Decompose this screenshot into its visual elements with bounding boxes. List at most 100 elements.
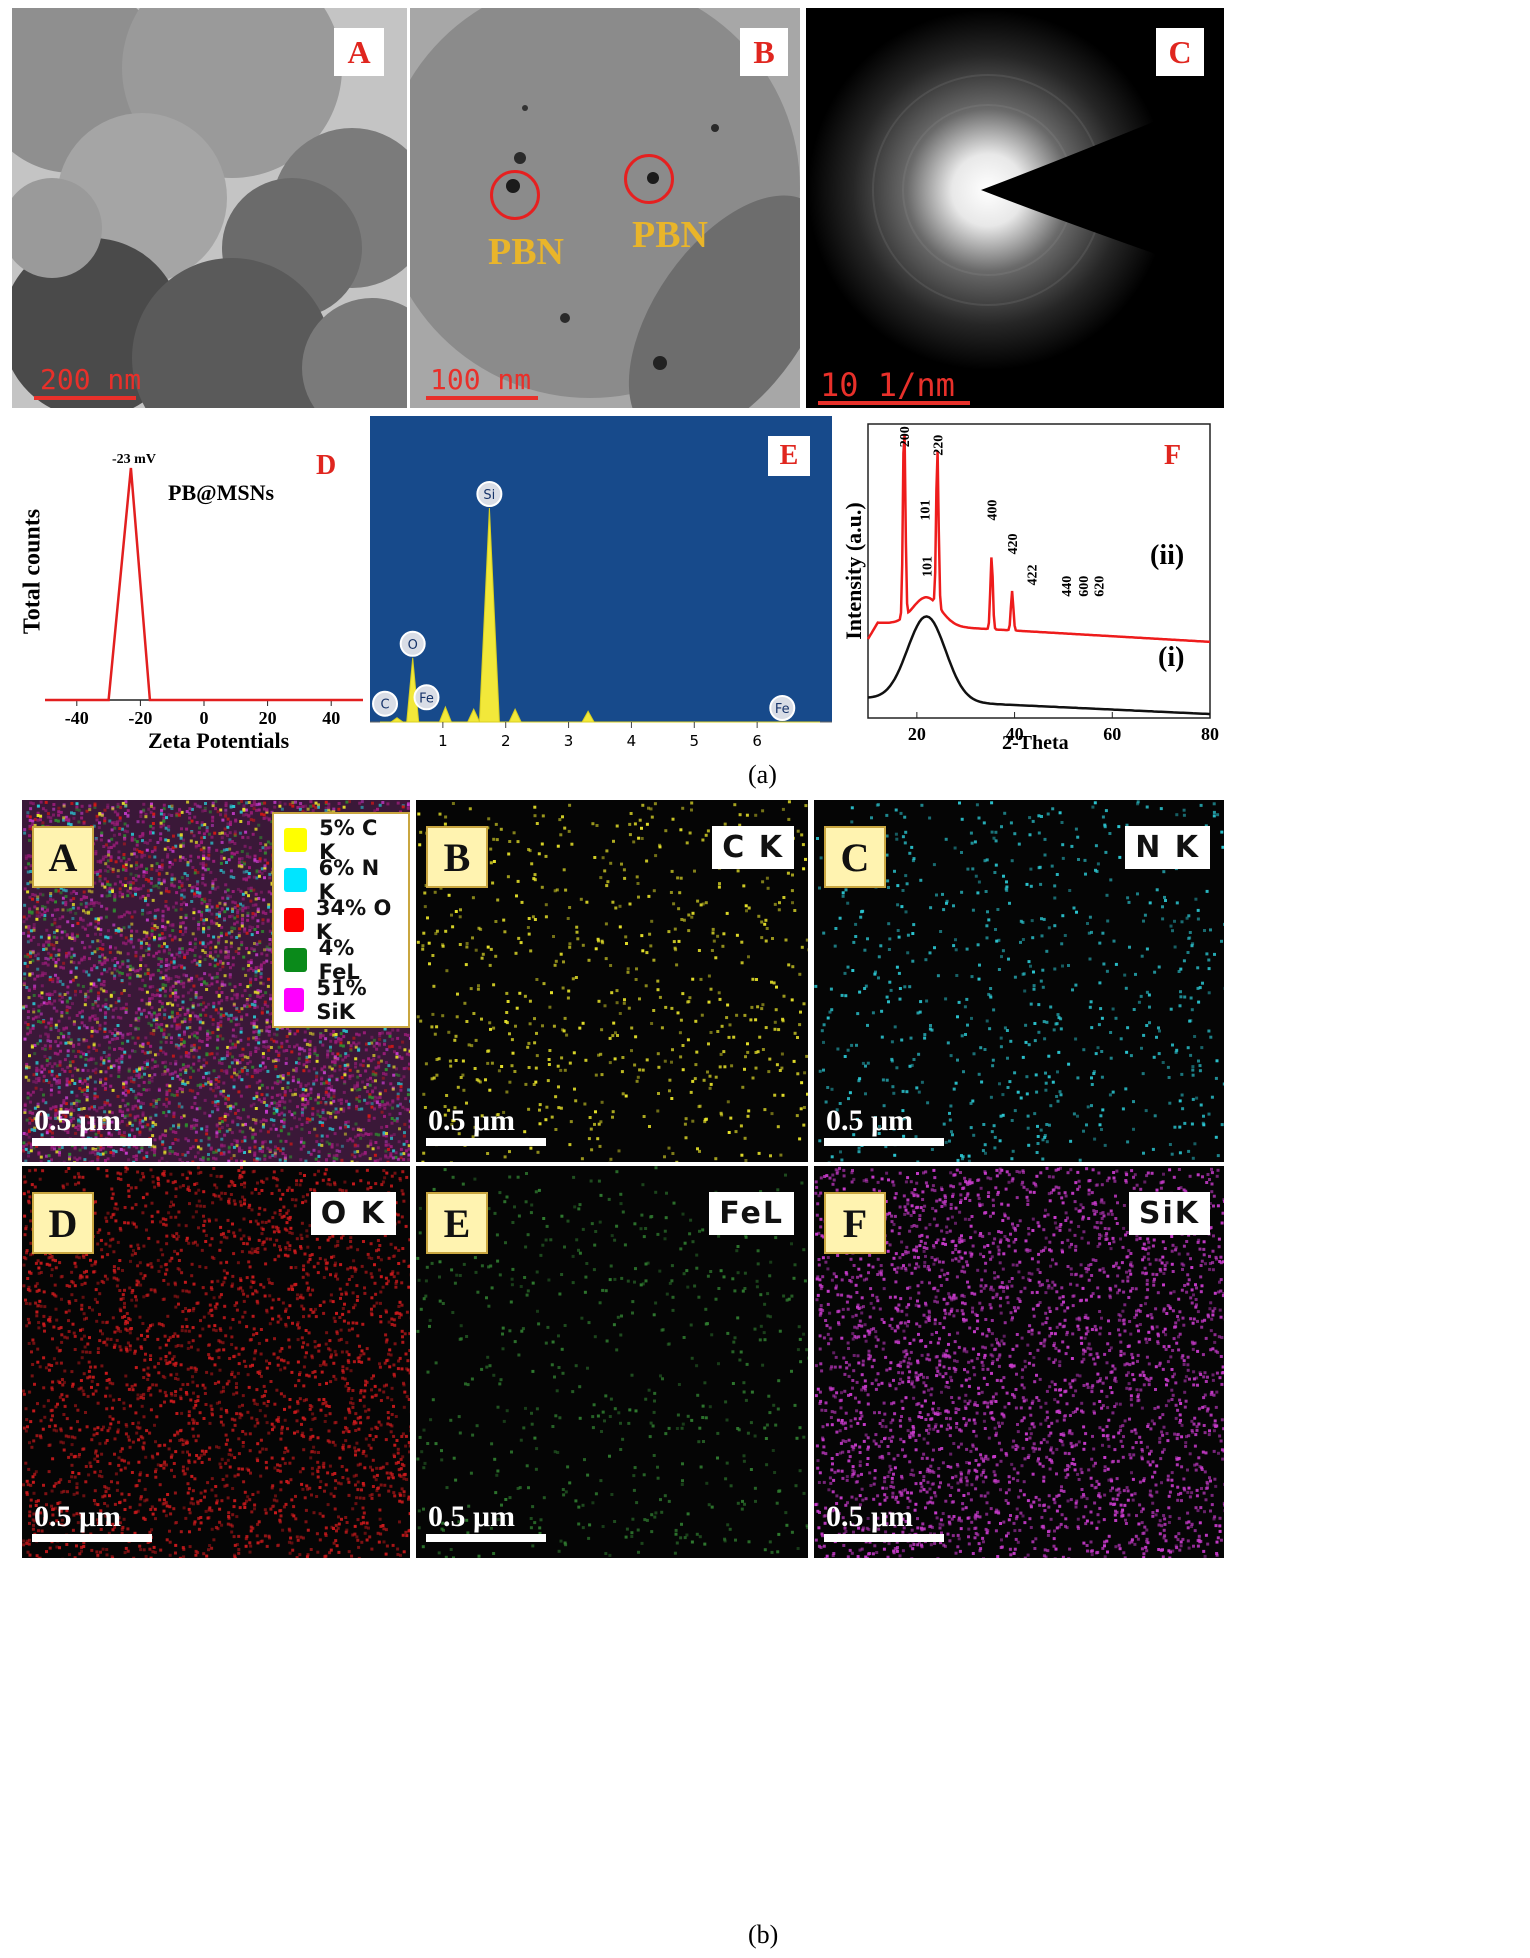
legend-text: 34% O K [315, 896, 392, 944]
peak-label: 220 [931, 435, 946, 456]
element-marker-icon [476, 481, 503, 507]
x-tick-label: 2 [501, 732, 511, 750]
scale-bar-label: 0.5 μm [34, 1104, 121, 1137]
element-label: C K [712, 826, 794, 869]
xrd-curve-ii [866, 434, 1211, 644]
x-tick-label: 1 [438, 732, 448, 750]
x-tick-label: 20 [259, 708, 277, 728]
element-marker-label: O [408, 638, 418, 653]
xrd-chart: 20 40 60 80 200 101 220 400 420 422 440 600 620 101 [866, 423, 1219, 744]
x-tick-label: 5 [690, 732, 700, 750]
caption-a: (a) [748, 760, 777, 789]
element-marker-icon [769, 695, 796, 721]
x-tick-label: 6 [752, 732, 762, 750]
element-marker-label: Si [483, 488, 495, 503]
xrd-chart-panel: 20 40 60 80 200 101 220 400 420 422 440 600 620 101 … [836, 416, 1226, 754]
scale-bar [818, 401, 970, 405]
composition-legend: 5% C K 6% N K 34% O K 4% FeL 51% SiK [272, 812, 410, 1028]
x-tick-label: 4 [627, 732, 637, 750]
scale-bar-label: 0.5 μm [428, 1500, 515, 1533]
legend-item: 34% O K [284, 896, 398, 944]
pbn-label-right: PBN [632, 214, 708, 256]
legend-text: 4% FeL [318, 936, 360, 984]
diffraction-graphic [806, 8, 1224, 408]
legend-text: 5% C K [319, 816, 378, 864]
peak-label: 101 [921, 556, 936, 577]
x-tick-label: 80 [1201, 724, 1219, 744]
zeta-legend: PB@MSNs [168, 480, 275, 505]
element-map-f: F SiK 0.5 μm [814, 1166, 1224, 1558]
tem-b-graphic [410, 8, 800, 408]
legend-text: 6% N K [318, 856, 380, 904]
legend-item: 4% FeL [284, 936, 398, 984]
x-tick-label: 40 [1006, 724, 1024, 744]
diffraction-image-c: C 10 1/nm [806, 8, 1224, 408]
element-label: FeL [709, 1192, 794, 1235]
panel-letter: C [1156, 28, 1204, 76]
scale-bar [32, 1534, 152, 1542]
element-marker-icon [372, 690, 399, 717]
peak-label: 620 [1093, 576, 1108, 597]
xrd-ylabel: Intensity (a.u.) [841, 502, 866, 640]
legend-swatch [284, 988, 305, 1012]
element-marker-label: Fe [419, 691, 434, 706]
scale-bar-label: 200 nm [40, 363, 142, 396]
curve-label-i: (i) [1158, 642, 1185, 673]
peak-label: 600 [1077, 576, 1092, 597]
element-label: SiK [1128, 1192, 1210, 1235]
scale-bar [426, 396, 538, 400]
zeta-chart: -40 -20 0 20 40 [45, 467, 363, 728]
zeta-xlabel: Zeta Potentials [148, 728, 290, 753]
tem-image-a: A 200 nm [12, 8, 407, 408]
map-panel-letter: B [426, 826, 488, 888]
panel-letter: D [316, 450, 337, 481]
zeta-chart-panel: -40 -20 0 20 40 Total counts -23 mV PB@MSNs … [8, 418, 363, 754]
element-marker-label: C [380, 698, 389, 713]
legend-text: 51% SiK [316, 976, 367, 1024]
zeta-peak-label: -23 mV [112, 452, 156, 467]
element-map-dots [416, 1166, 808, 1558]
xrd-curve-i [867, 615, 1211, 716]
element-label: O K [310, 1192, 396, 1235]
element-map-e: E FeL 0.5 μm [416, 1166, 808, 1558]
legend-item: 5% C K [284, 816, 398, 864]
highlight-circle [490, 170, 540, 220]
panel-letter: F [1164, 440, 1182, 471]
scale-bar-label: 0.5 μm [826, 1500, 913, 1533]
map-panel-letter: E [426, 1192, 488, 1254]
x-tick-label: -20 [128, 708, 152, 728]
scale-bar-label: 0.5 μm [428, 1104, 515, 1137]
x-tick-label: 40 [322, 708, 340, 728]
map-panel-letter: C [824, 826, 886, 888]
highlight-circle [624, 154, 674, 204]
peak-label: 400 [986, 500, 1001, 521]
eds-spectrum [380, 507, 820, 723]
scale-bar [426, 1534, 546, 1542]
scale-bar [824, 1138, 944, 1146]
element-map-d: D O K 0.5 μm [22, 1166, 410, 1558]
map-panel-letter: F [824, 1192, 886, 1254]
peak-label: 440 [1060, 576, 1075, 597]
peak-label: 200 [898, 426, 913, 447]
panel-letter: A [334, 28, 384, 76]
curve-label-ii: (ii) [1150, 540, 1185, 571]
element-map-a: A 0.5 μm 5% C K 6% N K 34% O K 4% FeL 51% SiK [22, 800, 410, 1162]
eds-chart-panel: 1 2 3 4 5 6 Si O C Fe Fe E [370, 416, 832, 754]
element-label: N K [1125, 826, 1210, 869]
element-map-dots [22, 1166, 410, 1558]
peak-label: 422 [1026, 564, 1041, 585]
legend-swatch [284, 868, 307, 892]
element-marker-icon [413, 684, 440, 711]
legend-swatch [284, 828, 308, 852]
element-map-c: C N K 0.5 μm [814, 800, 1224, 1162]
tem-image-b: PBN PBN B 100 nm [410, 8, 800, 408]
map-panel-letter: D [32, 1192, 94, 1254]
scale-bar-label: 10 1/nm [820, 366, 955, 404]
legend-item: 6% N K [284, 856, 398, 904]
element-map-dots [814, 800, 1224, 1162]
x-tick-label: 60 [1103, 724, 1121, 744]
panel-letter: B [740, 28, 788, 76]
peak-label: 101 [919, 500, 934, 521]
element-marker-label: Fe [775, 702, 790, 717]
element-map-b: B C K 0.5 μm [416, 800, 808, 1162]
